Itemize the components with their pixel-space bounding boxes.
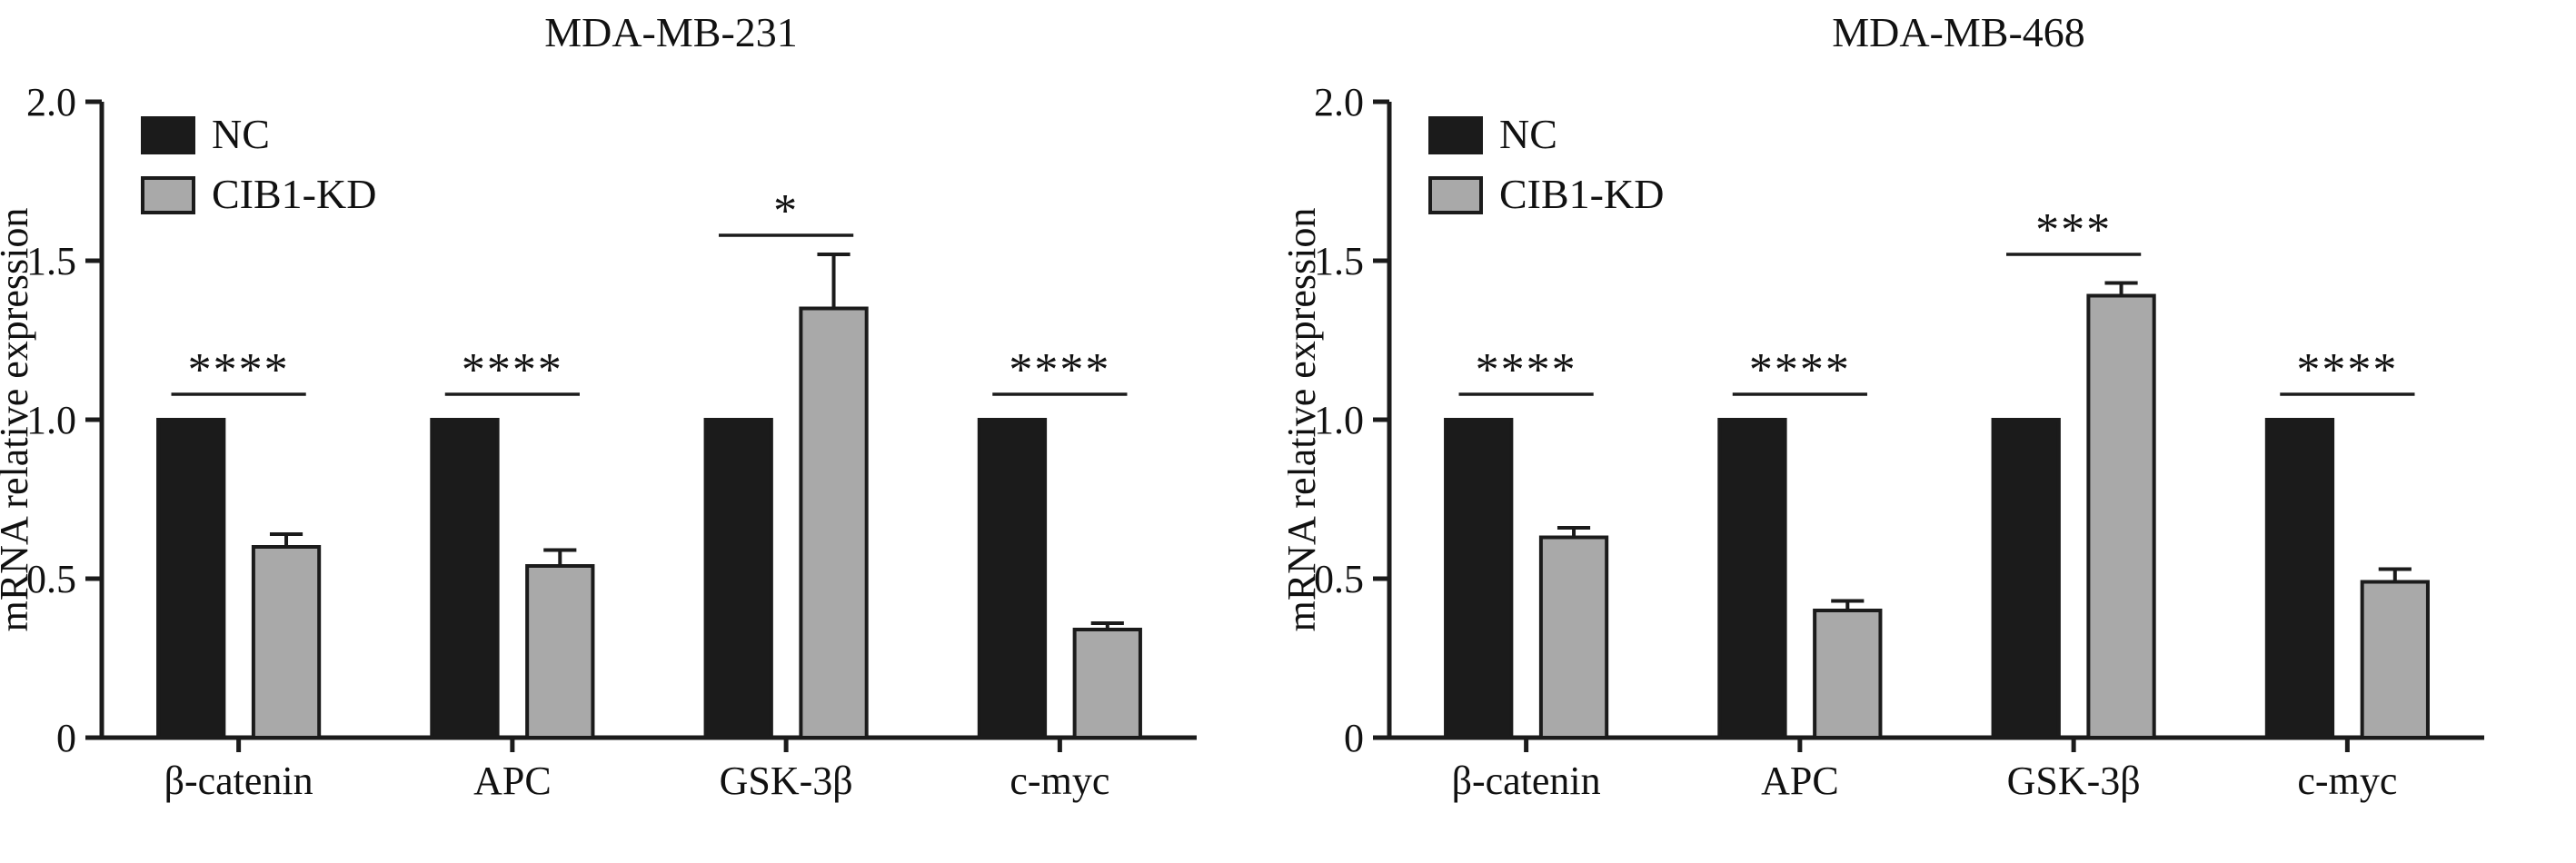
legend-swatch-NC [1428,116,1483,154]
y-tick-label: 0 [1344,716,1364,760]
chart-left: MDA-MB-231 0 0.5 1.0 1.5 2.0 mRNA relative ex… [0,9,1197,803]
y-axis-title: mRNA relative expression [0,208,36,632]
bar-NC [977,418,1048,739]
significance-label: **** [1009,344,1110,396]
y-tick-label: 1.5 [26,239,76,283]
category-label: GSK-3β [2007,759,2141,803]
significance-label: **** [2296,344,2398,396]
bar-NC [2264,418,2335,739]
bar-CIB1-KD [2360,580,2430,739]
y-tick-label: 2.0 [1314,80,1364,124]
bar-NC [1444,418,1514,739]
legend-label: NC [1499,111,1557,157]
y-tick-label: 0.5 [26,557,76,601]
bar-NC [156,418,226,739]
bar-CIB1-KD [799,306,869,739]
category-label: APC [1761,759,1839,803]
bar-chart-svg: 0 0.5 1.0 1.5 2.0 mRNA relative expression β-c… [1288,80,2484,803]
y-axis-title: mRNA relative expression [1288,208,1324,632]
legend-label: NC [212,111,270,157]
bar-CIB1-KD [251,545,322,739]
significance-label: *** [2035,204,2112,256]
category-label: β-catenin [1452,759,1601,803]
bar-CIB1-KD [1072,628,1142,739]
bar-NC [1991,418,2061,739]
legend-label: CIB1-KD [212,171,376,217]
legend-swatch-NC [141,116,195,154]
category-label: β-catenin [164,759,313,803]
category-label: c-myc [2297,759,2397,803]
category-label: GSK-3β [720,759,853,803]
significance-label: **** [188,344,290,396]
y-tick-label: 1.0 [26,398,76,442]
bar-NC [430,418,500,739]
significance-label: * [773,185,799,237]
significance-label: **** [1749,344,1851,396]
y-tick-label: 2.0 [26,80,76,124]
significance-label: **** [1476,344,1577,396]
category-label: APC [473,759,552,803]
chart-title: MDA-MB-468 [1832,9,2085,55]
y-tick-label: 0 [56,716,76,760]
chart-title: MDA-MB-231 [544,9,798,55]
bar-CIB1-KD [1813,609,1883,739]
legend-swatch-CIB1-KD [141,176,195,214]
bar-NC [703,418,773,739]
bar-NC [1717,418,1787,739]
y-tick-label: 1.5 [1314,239,1364,283]
y-tick-label: 0.5 [1314,557,1364,601]
legend-label: CIB1-KD [1499,171,1664,217]
significance-label: **** [462,344,563,396]
category-label: c-myc [1010,759,1109,803]
bar-CIB1-KD [1538,535,1609,739]
chart-right: MDA-MB-468 0 0.5 1.0 1.5 2.0 mRNA relative ex… [1288,0,2575,863]
legend-swatch-CIB1-KD [1428,176,1483,214]
bar-CIB1-KD [525,564,595,739]
y-tick-label: 1.0 [1314,398,1364,442]
bar-CIB1-KD [2086,293,2156,739]
bar-chart-svg: 0 0.5 1.0 1.5 2.0 mRNA relative expression β-c… [0,80,1197,803]
